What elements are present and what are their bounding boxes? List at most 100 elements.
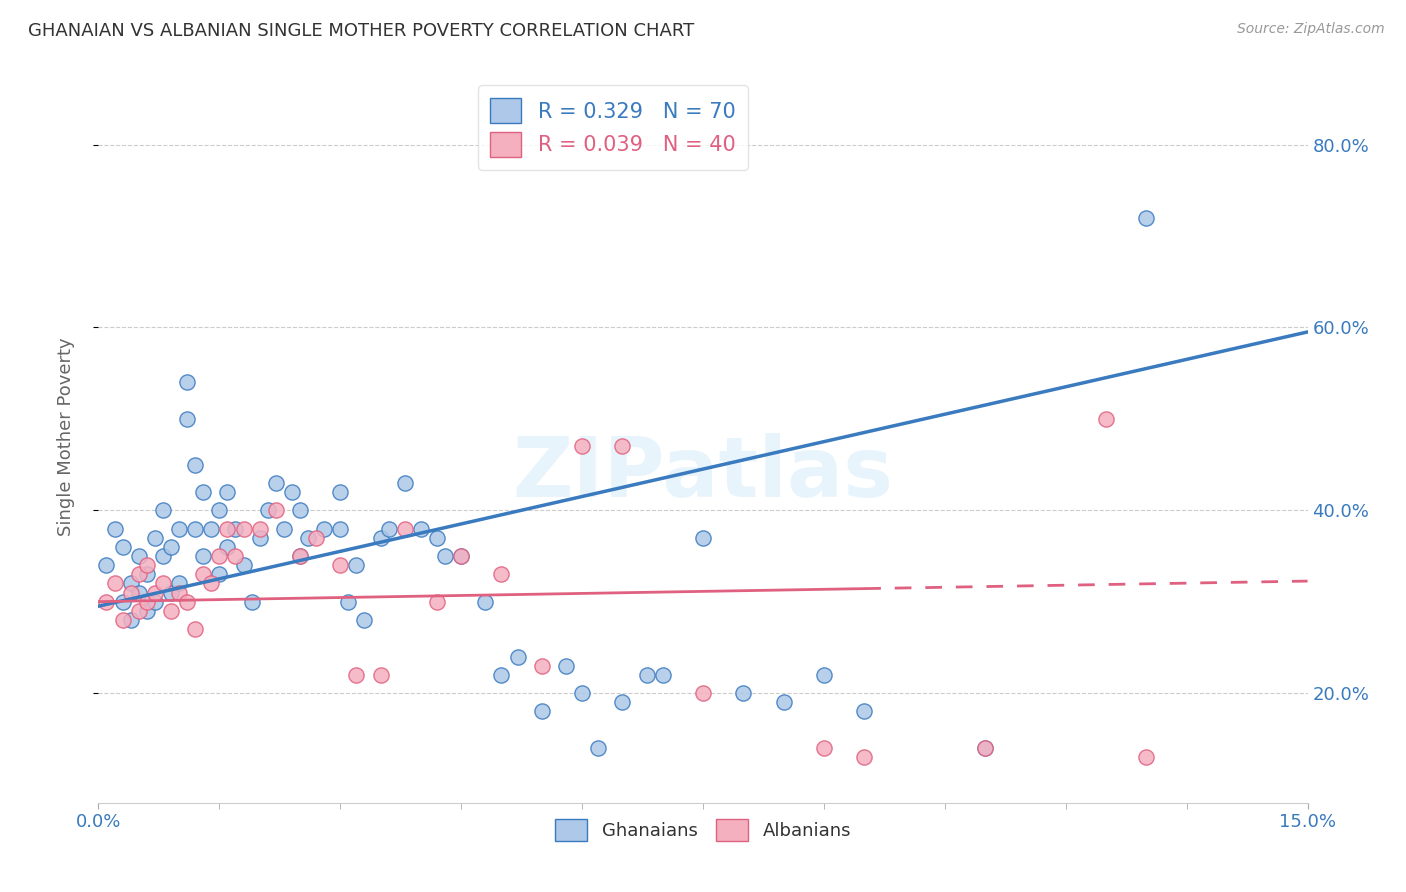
Point: [193, 567, 215, 582]
Point: [692, 686, 714, 700]
Point: [103, 521, 125, 535]
Point: [329, 485, 352, 500]
Point: [167, 576, 190, 591]
Point: [249, 531, 271, 545]
Point: [853, 750, 876, 764]
Point: [111, 594, 134, 608]
Point: [135, 604, 157, 618]
Point: [329, 558, 352, 573]
Point: [96, 558, 118, 573]
Point: [120, 576, 142, 591]
Point: [1135, 211, 1157, 225]
Point: [176, 594, 198, 608]
Point: [217, 521, 239, 535]
Point: [160, 604, 183, 618]
Point: [167, 585, 190, 599]
Point: [160, 585, 183, 599]
Point: [135, 594, 157, 608]
Point: [128, 585, 150, 599]
Point: [249, 521, 271, 535]
Point: [167, 521, 190, 535]
Point: [974, 740, 997, 755]
Point: [651, 667, 673, 681]
Point: [612, 695, 634, 709]
Point: [636, 667, 658, 681]
Point: [434, 549, 457, 563]
Point: [297, 531, 319, 545]
Point: [377, 521, 399, 535]
Point: [128, 567, 150, 582]
Point: [232, 521, 254, 535]
Point: [176, 412, 198, 426]
Point: [394, 521, 416, 535]
Point: [450, 549, 472, 563]
Point: [813, 740, 835, 755]
Point: [692, 531, 714, 545]
Point: [217, 485, 239, 500]
Point: [555, 658, 578, 673]
Point: [571, 439, 593, 453]
Point: [264, 475, 287, 490]
Point: [288, 503, 311, 517]
Point: [160, 540, 183, 554]
Point: [426, 531, 449, 545]
Point: [853, 705, 876, 719]
Point: [224, 549, 246, 563]
Text: GHANAIAN VS ALBANIAN SINGLE MOTHER POVERTY CORRELATION CHART: GHANAIAN VS ALBANIAN SINGLE MOTHER POVER…: [28, 22, 695, 40]
Point: [491, 567, 513, 582]
Point: [224, 521, 246, 535]
Point: [264, 503, 287, 517]
Point: [273, 521, 295, 535]
Point: [281, 485, 304, 500]
Point: [184, 458, 207, 472]
Point: [394, 475, 416, 490]
Point: [184, 521, 207, 535]
Point: [370, 667, 392, 681]
Point: [96, 594, 118, 608]
Point: [288, 549, 311, 563]
Point: [208, 567, 231, 582]
Point: [409, 521, 432, 535]
Point: [474, 594, 496, 608]
Point: [208, 503, 231, 517]
Point: [353, 613, 375, 627]
Point: [329, 521, 352, 535]
Point: [370, 531, 392, 545]
Point: [530, 705, 553, 719]
Text: ZIPatlas: ZIPatlas: [513, 434, 893, 514]
Point: [288, 549, 311, 563]
Point: [305, 531, 328, 545]
Point: [200, 521, 222, 535]
Point: [120, 585, 142, 599]
Point: [128, 549, 150, 563]
Point: [200, 576, 222, 591]
Point: [1135, 750, 1157, 764]
Point: [193, 485, 215, 500]
Point: [1095, 412, 1118, 426]
Point: [813, 667, 835, 681]
Point: [111, 613, 134, 627]
Point: [426, 594, 449, 608]
Point: [193, 549, 215, 563]
Point: [120, 613, 142, 627]
Point: [240, 594, 263, 608]
Point: [217, 540, 239, 554]
Point: [571, 686, 593, 700]
Point: [612, 439, 634, 453]
Point: [256, 503, 278, 517]
Point: [344, 667, 367, 681]
Point: [143, 594, 166, 608]
Point: [152, 549, 174, 563]
Point: [506, 649, 529, 664]
Point: [176, 375, 198, 389]
Point: [450, 549, 472, 563]
Point: [208, 549, 231, 563]
Y-axis label: Single Mother Poverty: Single Mother Poverty: [56, 338, 75, 536]
Legend: Ghanaians, Albanians: Ghanaians, Albanians: [547, 812, 859, 848]
Point: [128, 604, 150, 618]
Point: [974, 740, 997, 755]
Point: [143, 531, 166, 545]
Point: [586, 740, 609, 755]
Point: [135, 558, 157, 573]
Point: [314, 521, 336, 535]
